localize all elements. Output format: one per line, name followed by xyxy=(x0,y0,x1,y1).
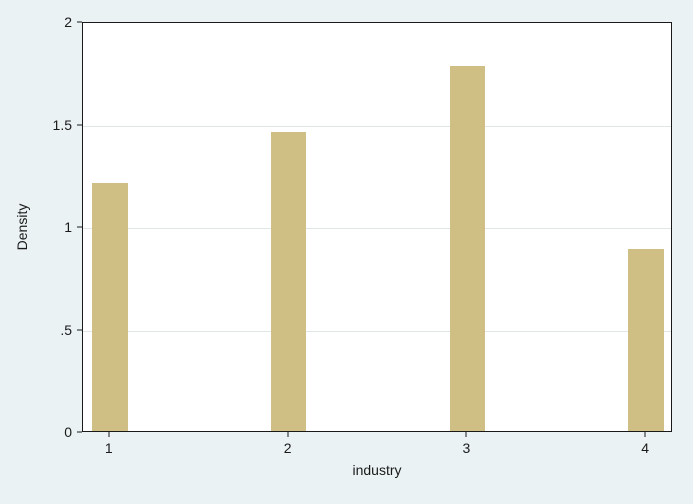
y-tick-label: .5 xyxy=(0,322,72,338)
x-tick-mark xyxy=(466,432,467,437)
x-tick-label: 4 xyxy=(641,440,649,456)
x-tick-label: 1 xyxy=(105,440,113,456)
bar xyxy=(628,249,664,431)
x-tick-mark xyxy=(108,432,109,437)
y-tick-mark xyxy=(77,432,82,433)
y-tick-mark xyxy=(77,22,82,23)
plot-area xyxy=(82,22,672,432)
y-tick-mark xyxy=(77,124,82,125)
y-tick-label: 2 xyxy=(0,14,72,30)
y-tick-label: 1.5 xyxy=(0,117,72,133)
bar xyxy=(92,183,128,431)
chart-container: Density industry 0.511.521234 xyxy=(0,0,693,504)
x-tick-label: 3 xyxy=(462,440,470,456)
y-tick-label: 0 xyxy=(0,424,72,440)
x-tick-label: 2 xyxy=(284,440,292,456)
y-tick-mark xyxy=(77,227,82,228)
bar xyxy=(271,132,307,431)
y-tick-label: 1 xyxy=(0,219,72,235)
gridline xyxy=(83,126,671,127)
gridline xyxy=(83,331,671,332)
y-tick-mark xyxy=(77,329,82,330)
bar xyxy=(450,66,486,431)
x-axis-label: industry xyxy=(352,462,401,478)
x-tick-mark xyxy=(287,432,288,437)
gridline xyxy=(83,228,671,229)
x-tick-mark xyxy=(645,432,646,437)
